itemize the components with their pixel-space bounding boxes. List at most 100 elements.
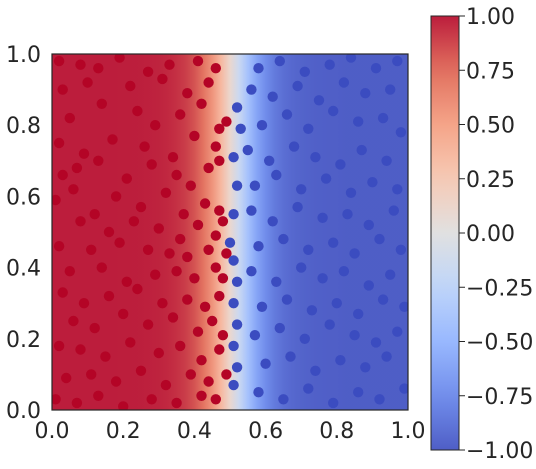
positive-point: [118, 308, 129, 320]
negative-point: [370, 337, 382, 348]
negative-point: [317, 212, 328, 223]
positive-point: [78, 148, 90, 159]
x-axis: 0.0 0.2 0.4 0.6 0.8 1.0: [35, 419, 426, 444]
positive-point: [75, 59, 86, 70]
colorbar-tick-label: −0.25: [466, 276, 533, 301]
negative-point: [338, 266, 350, 277]
negative-point: [342, 209, 353, 220]
negative-point: [228, 209, 239, 220]
negative-point: [374, 233, 385, 245]
positive-point: [96, 98, 108, 110]
negative-point: [231, 362, 243, 373]
positive-point: [128, 216, 140, 227]
negative-point: [331, 298, 342, 309]
positive-point: [207, 315, 218, 327]
positive-point: [89, 322, 100, 334]
positive-point: [110, 191, 122, 202]
negative-point: [278, 394, 289, 405]
positive-point: [171, 266, 182, 277]
negative-point: [310, 152, 321, 163]
positive-point: [217, 273, 229, 284]
negative-point: [271, 276, 282, 287]
positive-point: [96, 262, 108, 273]
negative-point: [253, 62, 264, 74]
plot-area: [51, 53, 409, 411]
negative-point: [392, 326, 403, 337]
positive-point: [53, 55, 65, 67]
positive-point: [217, 330, 229, 341]
positive-point: [210, 262, 221, 273]
positive-point: [114, 54, 125, 63]
negative-point: [228, 255, 239, 266]
negative-point: [246, 84, 257, 95]
positive-point: [82, 77, 93, 88]
negative-point: [235, 123, 246, 134]
positive-point: [189, 130, 200, 142]
negative-point: [231, 276, 243, 287]
positive-point: [110, 376, 122, 387]
negative-point: [278, 233, 289, 245]
plot-frame: [51, 53, 409, 411]
negative-point: [320, 173, 332, 184]
positive-point: [57, 84, 68, 95]
positive-point: [53, 241, 65, 252]
negative-point: [274, 55, 285, 67]
negative-point: [231, 180, 243, 191]
positive-point: [164, 248, 175, 259]
positive-point: [153, 223, 164, 234]
positive-point: [89, 209, 100, 220]
positive-point: [135, 365, 147, 376]
negative-point: [224, 237, 236, 248]
positive-point: [185, 369, 196, 380]
negative-point: [381, 155, 392, 166]
negative-point: [328, 397, 339, 409]
x-tick-label: 0.6: [248, 419, 283, 444]
positive-point: [71, 397, 83, 409]
positive-point: [135, 201, 147, 213]
colorbar-tick-label: −0.75: [466, 385, 533, 410]
positive-point: [142, 66, 154, 78]
negative-point: [303, 123, 314, 134]
positive-point: [175, 233, 186, 245]
negative-point: [299, 333, 310, 344]
positive-point: [203, 162, 214, 174]
y-axis: 0.0 0.2 0.4 0.6 0.8 1.0: [6, 43, 41, 424]
positive-point: [199, 301, 211, 312]
positive-point: [93, 155, 104, 166]
colorbar-body: [430, 15, 460, 451]
colorbar-tick-label: 0.25: [466, 168, 515, 193]
scatter-points: [52, 54, 408, 410]
colorbar-tick-label: 1.00: [466, 5, 515, 30]
negative-point: [228, 152, 239, 163]
negative-point: [256, 120, 268, 131]
negative-point: [281, 294, 293, 305]
negative-point: [253, 387, 264, 398]
negative-point: [395, 244, 407, 255]
negative-point: [306, 305, 318, 316]
negative-point: [392, 55, 403, 67]
negative-point: [228, 298, 239, 309]
positive-point: [210, 141, 221, 152]
positive-point: [52, 394, 61, 405]
positive-point: [57, 287, 68, 298]
negative-point: [395, 127, 407, 138]
positive-point: [68, 184, 79, 195]
negative-point: [231, 319, 243, 330]
negative-point: [292, 201, 303, 213]
negative-point: [310, 365, 321, 376]
positive-point: [171, 397, 182, 409]
negative-point: [399, 383, 408, 394]
x-tick-label: 0.2: [106, 419, 141, 444]
positive-point: [182, 251, 193, 263]
positive-point: [214, 123, 225, 134]
positive-point: [75, 344, 86, 355]
positive-point: [210, 230, 221, 241]
positive-point: [132, 105, 143, 117]
positive-point: [178, 209, 189, 220]
negative-point: [374, 394, 385, 405]
colorbar-tick-label: 0.50: [466, 114, 515, 139]
positive-point: [203, 77, 214, 88]
positive-point: [171, 169, 182, 181]
positive-point: [103, 290, 115, 302]
positive-point: [125, 80, 136, 92]
